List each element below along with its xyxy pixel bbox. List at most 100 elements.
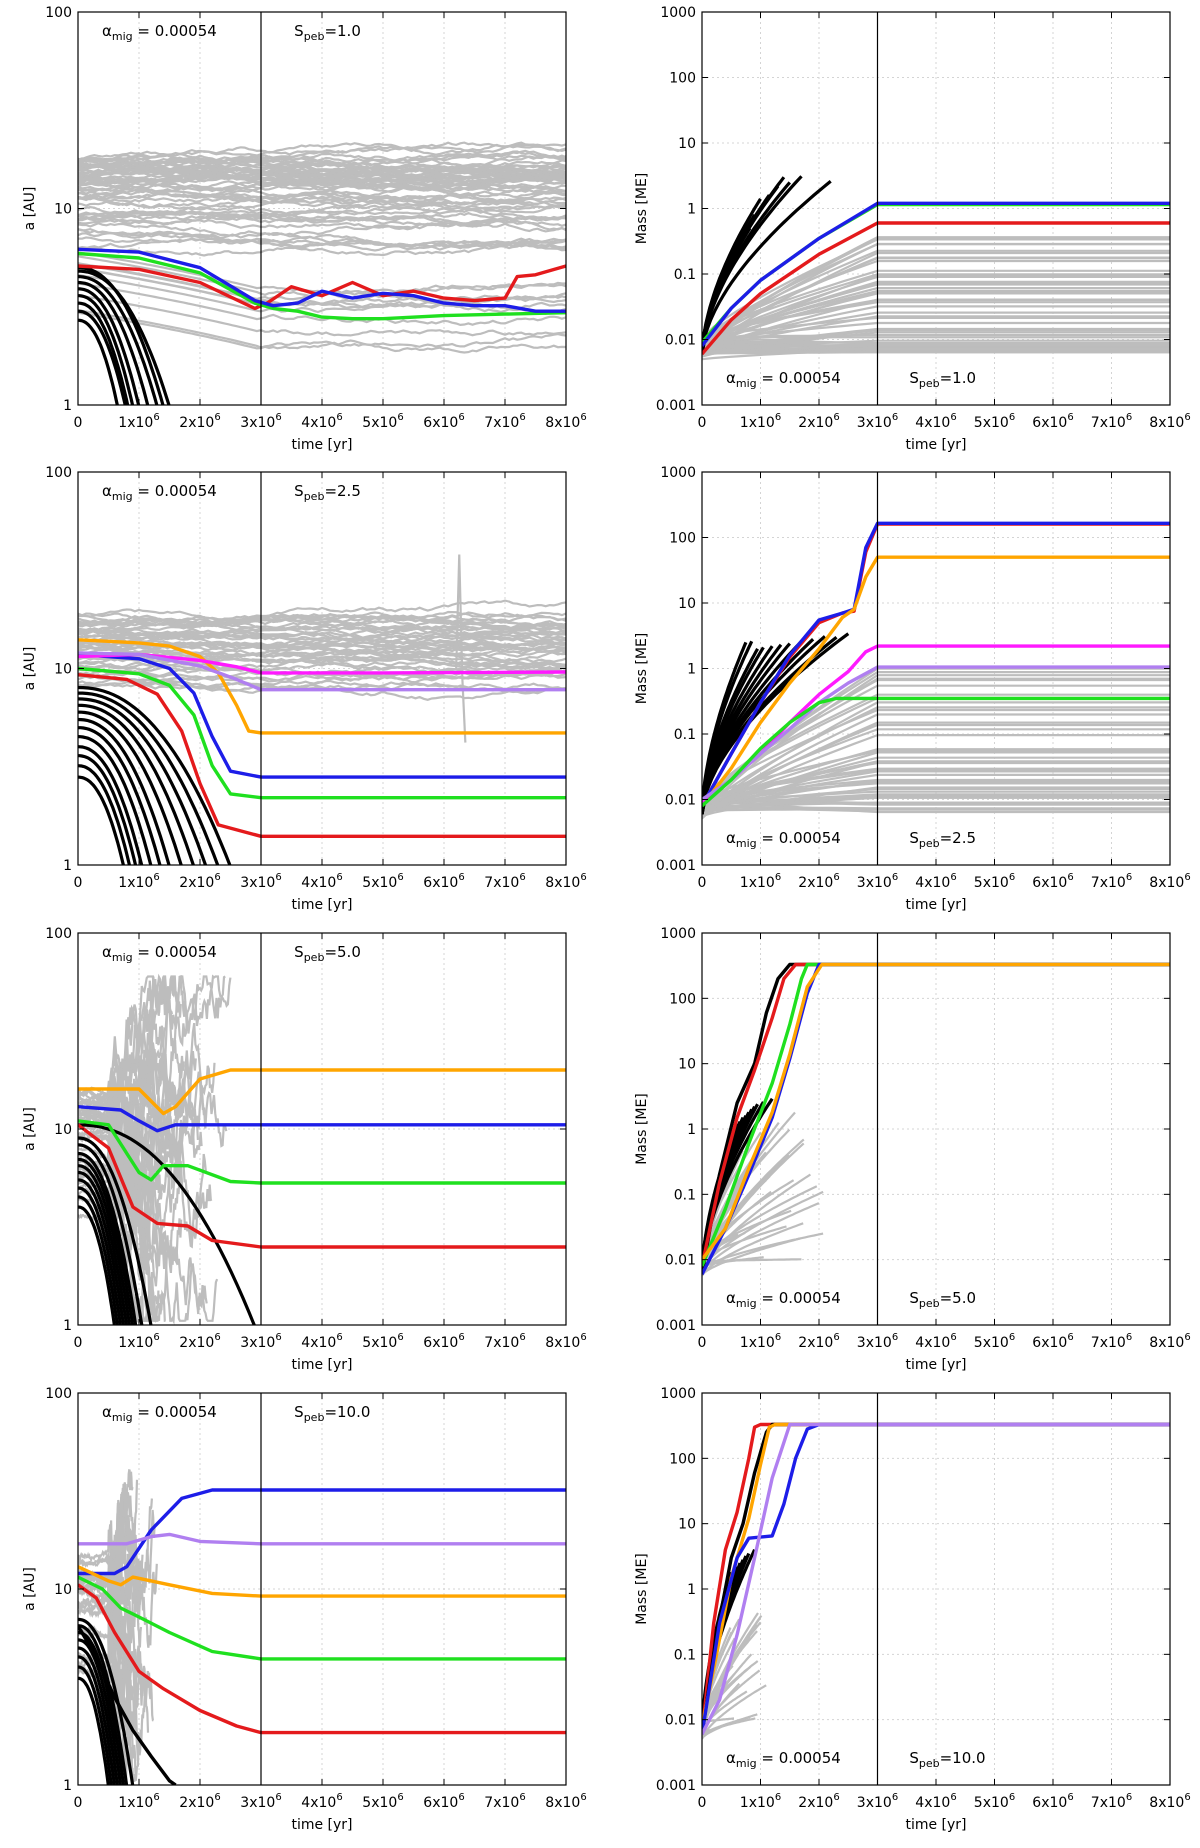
series-green — [78, 666, 566, 800]
y-tick-label: 0.01 — [665, 1253, 696, 1269]
lost-track — [78, 697, 208, 865]
x-tick-label: 3x106 — [240, 1332, 281, 1351]
panel-p4: 0 1x106 2x106 3x106 4x106 5x106 6x106 7x106 8x10… — [634, 465, 1191, 913]
background-track — [78, 1627, 140, 1781]
series-blue — [78, 247, 566, 313]
x-tick-label: 6x106 — [423, 1332, 464, 1351]
lost-track — [78, 1195, 120, 1325]
background-track — [78, 149, 566, 172]
background-track — [78, 1555, 125, 1634]
x-tick-label: 4x106 — [915, 412, 956, 431]
lost-track — [78, 309, 127, 405]
background-track — [78, 599, 566, 627]
x-tick-label: 6x106 — [423, 872, 464, 891]
y-axis-label: Mass [ME] — [634, 633, 650, 705]
background-track — [702, 770, 1170, 808]
panel-p7: 0 1x106 2x106 3x106 4x106 5x106 6x106 7x106 8x10… — [22, 1386, 587, 1833]
y-tick-label: 0.001 — [656, 858, 696, 874]
grid — [78, 1393, 566, 1785]
x-tick-label: 3x106 — [857, 1332, 898, 1351]
background-track — [78, 219, 566, 240]
speb-annotation: Speb=5.0 — [294, 943, 361, 964]
x-tick-label: 5x106 — [974, 1332, 1015, 1351]
y-tick-label: 0.01 — [665, 1713, 696, 1729]
y-tick-label: 100 — [669, 1451, 696, 1467]
background-track — [702, 287, 1170, 346]
x-tick-label: 1x106 — [118, 1332, 159, 1351]
y-tick-label: 1 — [63, 1318, 72, 1334]
y-tick-label: 1 — [687, 1582, 696, 1598]
x-tick-label: 4x106 — [301, 872, 342, 891]
background-track — [78, 154, 566, 180]
x-tick-label: 6x106 — [423, 412, 464, 431]
background-track — [702, 787, 1170, 809]
speb-annotation: Speb=1.0 — [909, 369, 976, 390]
lost-track — [78, 1151, 138, 1325]
series — [702, 201, 1170, 356]
y-tick-label: 100 — [45, 465, 72, 481]
x-tick-label: 7x106 — [484, 1332, 525, 1351]
x-tick-label: 2x106 — [179, 1792, 220, 1811]
lost-track — [78, 1638, 123, 1785]
x-tick-label: 7x106 — [484, 412, 525, 431]
y-tick-label: 1 — [687, 1122, 696, 1138]
lost-tracks — [78, 1617, 135, 1785]
alpha-annotation: αmig = 0.00054 — [102, 22, 217, 43]
background-track — [702, 773, 1170, 810]
x-tick-label: 1x106 — [740, 412, 781, 431]
lost-track — [78, 1676, 110, 1785]
x-tick-label: 7x106 — [1091, 1332, 1132, 1351]
speb-annotation: Speb=5.0 — [909, 1289, 976, 1310]
lost-track — [78, 294, 135, 405]
series-green — [702, 696, 1170, 808]
panel-p6: 0 1x106 2x106 3x106 4x106 5x106 6x106 7x106 8x10… — [634, 926, 1191, 1373]
speb-annotation: Speb=10.0 — [294, 1403, 370, 1424]
background-track — [702, 290, 1170, 351]
y-tick-label: 0.1 — [674, 727, 696, 743]
x-tick-label: 3x106 — [240, 872, 281, 891]
panel-p3: 0 1x106 2x106 3x106 4x106 5x106 6x106 7x106 8x10… — [22, 465, 587, 913]
background-track — [702, 793, 1170, 808]
background-track — [78, 182, 566, 198]
lost-track — [78, 703, 196, 865]
background-track — [78, 203, 566, 219]
y-tick-label: 0.01 — [665, 793, 696, 809]
x-tick-label: 4x106 — [301, 1792, 342, 1811]
x-tick-label: 8x106 — [1149, 1332, 1190, 1351]
x-tick-label: 7x106 — [1091, 412, 1132, 431]
y-tick-label: 100 — [45, 926, 72, 942]
series-red — [702, 221, 1170, 356]
lost-track — [78, 1646, 120, 1785]
y-tick-label: 10 — [54, 1582, 72, 1598]
x-tick-label: 6x106 — [1032, 872, 1073, 891]
x-tick-label: 4x106 — [915, 1792, 956, 1811]
background-track — [702, 321, 1170, 343]
y-tick-label: 1 — [63, 858, 72, 874]
y-axis-label: Mass [ME] — [634, 173, 650, 245]
lost-track — [78, 275, 159, 405]
lost-track — [78, 1143, 144, 1325]
lost-tracks — [78, 685, 232, 865]
lost-track — [78, 301, 130, 405]
background-track — [78, 196, 566, 212]
lost-track — [78, 1164, 132, 1325]
series-green — [702, 962, 1170, 1267]
lost-track — [78, 735, 153, 865]
series-red — [702, 962, 1170, 1267]
y-tick-label: 10 — [678, 1057, 696, 1073]
background-track — [702, 713, 1170, 818]
panel-p1: 0 1x106 2x106 3x106 4x106 5x106 6x106 7x106 8x10… — [22, 5, 587, 453]
background-track — [702, 796, 1170, 812]
background-track — [702, 677, 1170, 808]
x-tick-label: 1x106 — [118, 872, 159, 891]
x-tick-label: 2x106 — [179, 1332, 220, 1351]
y-axis-label: a [AU] — [22, 647, 38, 691]
x-tick-label: 0 — [74, 415, 83, 431]
x-tick-label: 2x106 — [179, 412, 220, 431]
lost-track — [78, 1205, 116, 1325]
y-axis-label: a [AU] — [22, 1567, 38, 1611]
background-track — [78, 294, 566, 337]
lost-track — [78, 710, 183, 865]
x-axis-label: time [yr] — [291, 1357, 352, 1373]
series — [78, 1068, 566, 1249]
